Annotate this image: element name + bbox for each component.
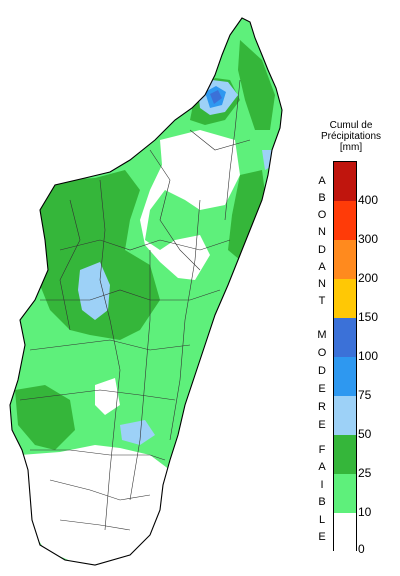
legend-category-letter: B (318, 496, 326, 509)
legend-tick-label: 100 (358, 349, 379, 363)
legend-swatch (334, 513, 356, 552)
modere-zone-north-peak (210, 90, 222, 104)
legend-title-line: [mm] (339, 142, 363, 153)
legend-category-letter: D (318, 365, 326, 377)
legend-title-line: Cumul de (329, 120, 373, 131)
legend-swatch (334, 162, 356, 201)
legend-title: Cumul de Précipitations [mm] (311, 120, 391, 153)
legend-category-letter: A (318, 260, 326, 273)
legend-category-letter: A (318, 461, 326, 474)
legend-category-letter: F (318, 444, 326, 456)
modere-zone-lake-west (78, 262, 110, 320)
legend-tick-label: 300 (358, 232, 379, 246)
legend-title-line: Précipitations (320, 131, 382, 142)
legend-tick-label: 25 (358, 466, 372, 480)
legend-category-letter: N (318, 226, 326, 239)
legend-category-letter: D (318, 243, 326, 256)
legend-category-letter: O (317, 209, 327, 222)
district-boundaries (19, 79, 251, 531)
faible-dark-zone-west (38, 170, 160, 340)
faible-dark-zone-northeast (238, 40, 275, 130)
legend-swatch (334, 357, 356, 396)
legend-category-letter: E (318, 383, 326, 395)
legend-tick-label: 150 (358, 310, 379, 324)
legend-tick-label: 50 (358, 427, 372, 441)
island-outline (9, 17, 283, 566)
legend-swatch (334, 435, 356, 474)
legend-swatch (334, 279, 356, 318)
legend-swatch (334, 474, 356, 513)
legend-category-letter: I (320, 478, 324, 491)
legend-tick-label: 400 (358, 193, 379, 207)
legend-tick-label: 0 (358, 542, 365, 556)
faible-dark-zone-east (228, 170, 266, 260)
legend-tick-label: 200 (358, 271, 379, 285)
no-rain-zone-center-west (95, 378, 120, 415)
legend-category-letter: T (318, 295, 326, 307)
legend-color-bar (333, 161, 357, 552)
modere-zone-south-central (120, 420, 155, 445)
legend-category-letter: A (318, 175, 326, 187)
legend-tick-label: 10 (358, 505, 372, 519)
legend-category-letter: E (318, 419, 326, 431)
legend-category-letter: L (318, 513, 326, 526)
legend-swatch (334, 396, 356, 435)
legend-category-letter: O (317, 347, 327, 359)
legend-category-letter: E (318, 531, 326, 543)
legend-category-letter: N (318, 277, 326, 290)
madagascar-rainfall-map (9, 17, 283, 566)
no-rain-zone-north-central (140, 130, 240, 280)
legend-category-letter: B (318, 192, 326, 205)
legend-swatch (334, 240, 356, 279)
legend-category-letter: R (318, 401, 326, 413)
legend-tick-label: 75 (358, 388, 372, 402)
legend-swatch (334, 201, 356, 240)
legend-category-letter: M (317, 329, 327, 341)
faible-dark-zone-southwest (15, 385, 75, 450)
legend-swatch (334, 318, 356, 357)
no-rain-zone-south (20, 445, 170, 565)
